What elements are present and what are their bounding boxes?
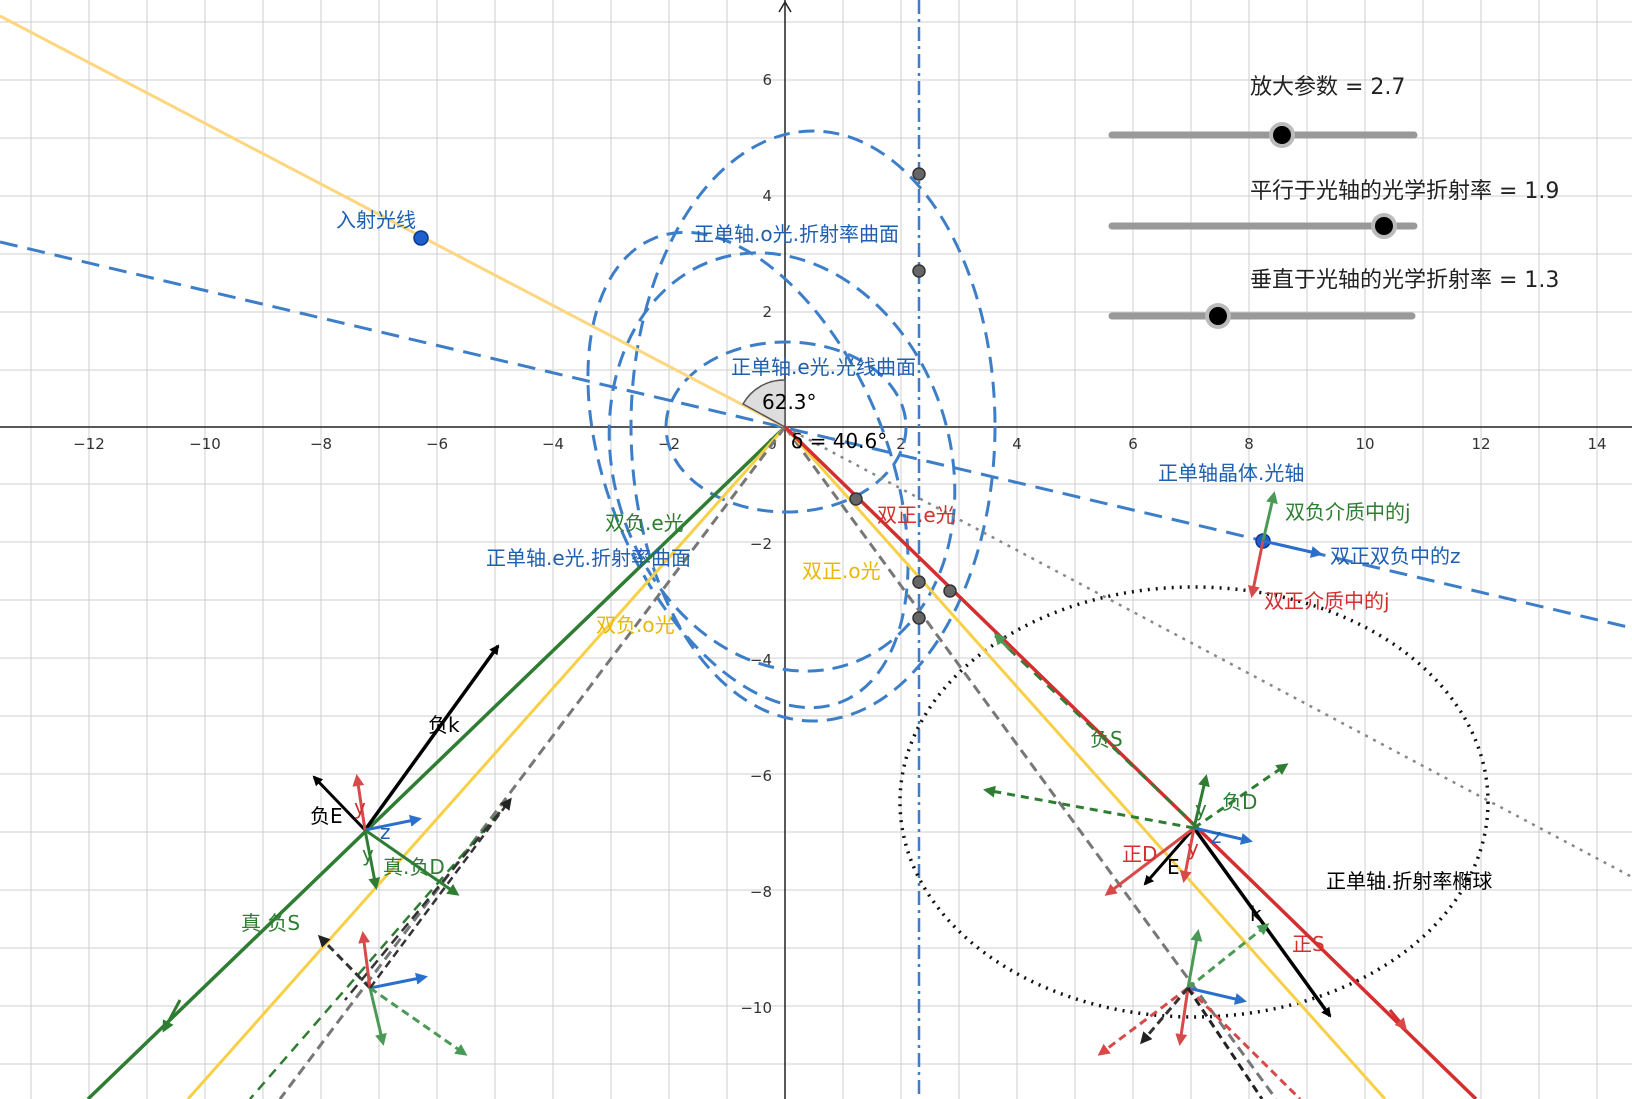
y-tick: 6 xyxy=(762,71,772,89)
index-surfaces xyxy=(586,129,997,723)
incident-ray xyxy=(0,14,786,429)
dotted-ray xyxy=(784,425,1632,879)
label-y-left-red: y xyxy=(354,795,366,819)
ray-arrows xyxy=(162,632,1407,1033)
x-tick: −8 xyxy=(310,435,332,453)
x-tick: −4 xyxy=(542,435,564,453)
slider-handle[interactable] xyxy=(1273,126,1291,144)
left-gray-dash xyxy=(249,799,511,1099)
label-y-red: y xyxy=(1187,836,1199,860)
left-lower-vectors xyxy=(317,797,512,1056)
y-tick: −2 xyxy=(750,535,772,553)
label-true-neg-S: 真.负S xyxy=(241,911,300,935)
refracted-rays xyxy=(86,425,1478,1099)
label-neg-o: 双负.o光 xyxy=(596,613,675,637)
label-incident-ray: 入射光线 xyxy=(336,208,416,232)
label-k: k xyxy=(1250,902,1262,926)
label-delta: δ = 40.6° xyxy=(791,429,887,453)
pos-o-ray xyxy=(783,426,1387,1099)
slider-parallel-index[interactable]: 平行于光轴的光学折射率 = 1.9 xyxy=(1108,179,1559,239)
label-true-neg-D: 真.负D xyxy=(383,855,445,879)
label-optic-axis: 正单轴晶体.光轴 xyxy=(1158,461,1304,485)
e-index-ellipse xyxy=(607,251,957,673)
left-frame-vectors xyxy=(312,644,500,896)
y-tick-labels: 6 4 2 −2 −4 −6 −8 −10 xyxy=(740,71,772,1017)
label-E: E xyxy=(1167,855,1180,879)
label-neg-E: 负E xyxy=(310,804,343,828)
label-ellipsoid: 正单轴.折射率椭球 xyxy=(1326,869,1492,893)
label-o-index-curve: 正单轴.o光.折射率曲面 xyxy=(694,222,899,246)
x-tick: −10 xyxy=(189,435,221,453)
x-tick: 2 xyxy=(896,435,906,453)
label-z-left: z xyxy=(380,820,391,844)
label-j-neg: 双负介质中的j xyxy=(1285,500,1411,524)
label-e-index-curve: 正单轴.e光.折射率曲面 xyxy=(486,546,691,570)
label-pos-S: 正S xyxy=(1292,932,1325,956)
x-tick: 4 xyxy=(1012,435,1022,453)
gray-dash-right xyxy=(783,426,1278,1099)
label-angle: 62.3° xyxy=(762,390,817,414)
label-z-right: z xyxy=(1211,824,1222,848)
x-tick: 8 xyxy=(1244,435,1254,453)
slider-handle[interactable] xyxy=(1209,307,1227,325)
label-neg-S: 负S xyxy=(1090,727,1123,751)
label-pos-o: 双正.o光 xyxy=(802,559,881,583)
x-tick: 6 xyxy=(1128,435,1138,453)
slider-label: 垂直于光轴的光学折射率 = 1.3 xyxy=(1250,268,1559,293)
x-tick: −12 xyxy=(73,435,105,453)
x-tick: −6 xyxy=(426,435,448,453)
y-tick: −8 xyxy=(750,883,772,901)
label-pos-D: 正D xyxy=(1122,842,1157,866)
slider-label: 放大参数 = 2.7 xyxy=(1250,75,1405,100)
labels: 入射光线 正单轴.o光.折射率曲面 正单轴.e光.光线曲面 62.3° δ = … xyxy=(241,208,1492,956)
label-pos-e: 双正.e光 xyxy=(877,503,956,527)
slider-perpendicular-index[interactable]: 垂直于光轴的光学折射率 = 1.3 xyxy=(1108,268,1559,329)
label-neg-D: 负D xyxy=(1222,790,1257,814)
o-index-ellipse xyxy=(629,129,997,723)
inner-ellipse xyxy=(586,230,910,710)
label-y-left-green: y xyxy=(362,842,374,866)
x-tick: 10 xyxy=(1355,435,1374,453)
label-neg-k: 负k xyxy=(428,713,460,737)
x-tick: 14 xyxy=(1587,435,1606,453)
gray-dash-left xyxy=(278,426,787,1099)
incident-point[interactable] xyxy=(413,230,429,246)
y-tick: −6 xyxy=(750,767,772,785)
label-j-pos: 双正介质中的j xyxy=(1264,589,1390,613)
index-ellipsoid xyxy=(898,585,1490,1019)
neg-e-ray xyxy=(86,425,787,1099)
gray-points xyxy=(849,167,957,625)
left-black-dash xyxy=(344,799,511,1001)
y-tick: 4 xyxy=(762,187,772,205)
label-neg-e: 双负.e光 xyxy=(605,511,684,535)
y-tick: 2 xyxy=(762,303,772,321)
slider-scale[interactable]: 放大参数 = 2.7 xyxy=(1108,75,1418,148)
neg-o-ray xyxy=(186,426,787,1099)
label-z-both: 双正双负中的z xyxy=(1330,544,1461,568)
y-tick: −10 xyxy=(740,999,772,1017)
label-e-ray-curve: 正单轴.e光.光线曲面 xyxy=(731,355,916,379)
neg-S-dash xyxy=(994,635,1201,831)
right-frame-vectors xyxy=(983,763,1332,1018)
right-lower-vectors xyxy=(1097,923,1302,1099)
slider-label: 平行于光轴的光学折射率 = 1.9 xyxy=(1250,179,1559,204)
label-y-right: y xyxy=(1195,797,1207,821)
angle-arc xyxy=(741,379,786,429)
e-ray-ellipse xyxy=(664,340,908,514)
x-tick: 12 xyxy=(1471,435,1490,453)
axis-point-vectors xyxy=(1247,491,1323,598)
slider-handle[interactable] xyxy=(1375,217,1393,235)
